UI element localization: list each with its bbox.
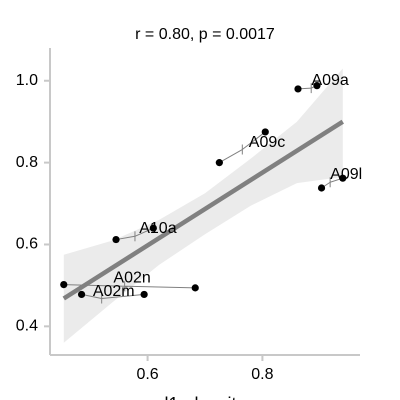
data-point: [60, 280, 68, 289]
data-point: [140, 290, 148, 299]
point-label: A09c: [249, 134, 285, 151]
leader-line: [124, 285, 196, 289]
point-label: A02m: [93, 283, 135, 300]
data-point: [112, 235, 120, 244]
data-point: [215, 159, 223, 167]
leader-line: [101, 293, 145, 300]
data-point: [313, 82, 321, 90]
x-tick-label: 0.6: [136, 366, 158, 383]
data-point: [149, 224, 157, 232]
x-tick-label: 0.8: [251, 366, 273, 383]
leader-line: [242, 131, 266, 150]
point-label: A09l: [330, 166, 362, 183]
data-point: [261, 128, 269, 136]
point-label: A10a: [139, 220, 176, 237]
x-axis-label: l1_density: [164, 394, 245, 400]
y-tick-label: 0.6: [16, 236, 38, 253]
axes-layer: 0.4 0.6 0.8 1.0 0.6 0.8: [16, 48, 360, 383]
y-tick-label: 1.0: [16, 72, 38, 89]
regression-line-layer: [62, 119, 344, 301]
leader-line: [63, 284, 125, 287]
chart-title: r = 0.80, p = 0.0017: [135, 26, 275, 43]
data-point: [317, 184, 326, 192]
point-label: A09a: [311, 72, 348, 89]
confidence-band-layer: [63, 68, 343, 343]
point-label: A02n: [113, 269, 150, 286]
y-tick-label: 0.8: [16, 154, 38, 171]
leader-line: [219, 149, 243, 164]
confidence-band: [63, 68, 343, 343]
data-point: [191, 284, 199, 292]
y-tick-label: 0.4: [16, 318, 38, 335]
data-point: [77, 290, 86, 299]
data-point-layer: [60, 82, 347, 299]
regression-line: [62, 119, 344, 301]
data-point: [294, 85, 302, 93]
data-point: [339, 174, 347, 182]
